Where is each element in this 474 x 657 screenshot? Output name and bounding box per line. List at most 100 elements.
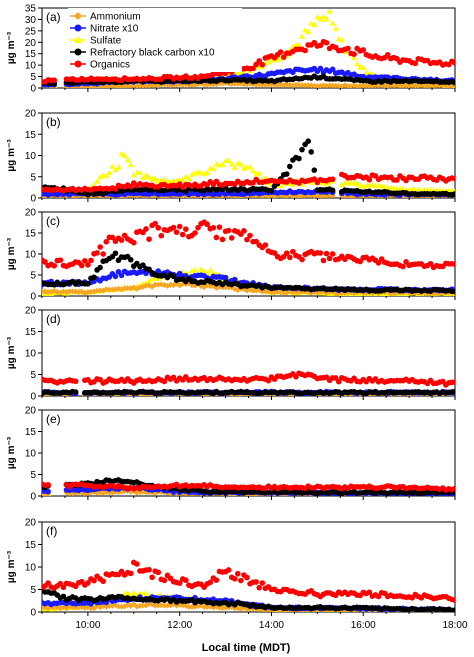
data-point (299, 33, 306, 39)
legend-item: Ammonium (70, 12, 141, 23)
data-point (378, 182, 385, 188)
data-point (127, 570, 134, 577)
series-refractory-black-carbon-x10 (42, 477, 455, 496)
data-point (167, 82, 174, 88)
data-point (130, 172, 137, 178)
data-point (323, 39, 330, 46)
y-tick-label: 0 (30, 194, 36, 205)
y-tick-label: 0 (30, 292, 36, 303)
data-point (139, 174, 146, 181)
data-point (256, 584, 263, 591)
data-point (161, 602, 168, 609)
data-point (283, 250, 290, 256)
data-point (109, 234, 116, 241)
data-point (452, 288, 455, 295)
data-point (390, 290, 397, 296)
data-point (170, 224, 177, 231)
data-point (97, 244, 103, 250)
data-point (210, 165, 217, 172)
y-axis-label: µg m⁻³ (6, 237, 17, 270)
data-point (452, 175, 455, 182)
data-point (287, 163, 293, 170)
data-point (338, 290, 345, 296)
data-point (295, 42, 302, 48)
legend-label: Organics (90, 60, 130, 71)
legend-marker (74, 36, 82, 43)
data-point (152, 220, 158, 227)
data-point (88, 257, 94, 264)
data-point (308, 20, 315, 26)
x-axis-label: Local time (MDT) (202, 642, 291, 654)
x-tick-label: 14:00 (259, 620, 284, 631)
data-point (225, 567, 232, 573)
data-point (332, 375, 339, 381)
y-tick-label: 15 (25, 427, 37, 438)
data-point (146, 277, 153, 284)
y-tick-label: 15 (25, 327, 37, 338)
series-organics (42, 38, 455, 85)
x-tick-labels: 10:00 12:00 14:00 16:00 18:00 (75, 620, 468, 631)
data-point (234, 570, 241, 577)
data-point (250, 168, 257, 174)
data-point (283, 171, 290, 177)
data-point (219, 236, 226, 243)
data-point (360, 64, 367, 71)
y-tick-label: 15 (25, 130, 37, 141)
legend-label: Nitrate x10 (90, 24, 139, 35)
data-point (277, 49, 284, 55)
data-points (42, 477, 455, 496)
data-point (237, 606, 244, 612)
data-point (256, 170, 263, 176)
x-tick-label: 16:00 (351, 620, 376, 631)
legend-marker (74, 48, 82, 56)
legend-item: Sulfate (70, 36, 122, 47)
y-tick-label: 15 (25, 229, 37, 240)
data-point (182, 173, 189, 180)
data-points (42, 138, 455, 198)
y-tick-label: 20 (25, 406, 37, 417)
data-point (347, 83, 354, 88)
series-refractory-black-carbon-x10 (42, 250, 455, 295)
data-point (158, 232, 165, 239)
data-point (198, 266, 205, 272)
data-point (317, 42, 324, 49)
y-tick-label: 5 (30, 271, 36, 282)
data-point (415, 82, 422, 88)
legend-item: Organics (70, 60, 130, 71)
data-point (329, 251, 336, 257)
data-point (256, 58, 263, 64)
y-tick-label: 35 (25, 4, 37, 15)
x-tick-label: 18:00 (442, 620, 467, 631)
data-point (213, 577, 220, 583)
data-point (179, 177, 186, 183)
data-point (182, 226, 189, 232)
data-point (216, 224, 223, 230)
data-point (317, 65, 324, 72)
data-point (384, 52, 391, 58)
data-point (335, 35, 342, 42)
data-point (97, 173, 104, 180)
legend-box (68, 8, 242, 72)
series-organics (42, 370, 455, 388)
data-point (118, 150, 125, 157)
data-point (85, 580, 91, 586)
data-point (207, 283, 214, 290)
data-point (84, 490, 91, 496)
y-tick-label: 20 (25, 208, 37, 219)
data-point (247, 232, 253, 239)
y-tick-label: 30 (25, 15, 37, 26)
data-point (146, 236, 152, 242)
data-point (302, 47, 308, 54)
data-point (390, 82, 397, 88)
data-point (176, 580, 183, 586)
data-point (452, 485, 455, 492)
data-point (195, 224, 201, 231)
data-point (351, 54, 358, 61)
data-point (164, 178, 171, 184)
data-point (363, 290, 370, 296)
data-point (146, 174, 153, 180)
y-tick-label: 15 (25, 540, 37, 551)
data-point (335, 378, 342, 385)
data-point (311, 21, 318, 28)
y-axis-label: µg m⁻³ (6, 31, 17, 64)
